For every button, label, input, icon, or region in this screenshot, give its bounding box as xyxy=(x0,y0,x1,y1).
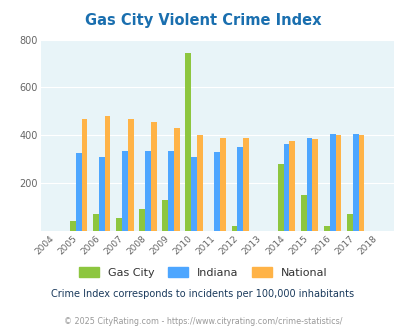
Bar xyxy=(335,135,341,231)
Bar xyxy=(358,135,363,231)
Text: Gas City Violent Crime Index: Gas City Violent Crime Index xyxy=(85,13,320,28)
Bar xyxy=(99,157,104,231)
Bar xyxy=(237,147,243,231)
Bar xyxy=(116,218,121,231)
Bar xyxy=(128,118,133,231)
Bar xyxy=(289,141,294,231)
Bar xyxy=(323,226,329,231)
Bar xyxy=(352,134,358,231)
Bar xyxy=(191,157,196,231)
Bar xyxy=(277,164,283,231)
Bar xyxy=(122,151,128,231)
Bar xyxy=(139,210,145,231)
Bar xyxy=(145,151,151,231)
Bar xyxy=(243,138,248,231)
Bar xyxy=(312,139,318,231)
Bar xyxy=(104,116,110,231)
Bar xyxy=(283,144,289,231)
Bar xyxy=(93,214,99,231)
Bar xyxy=(70,221,76,231)
Bar xyxy=(173,128,179,231)
Text: © 2025 CityRating.com - https://www.cityrating.com/crime-statistics/: © 2025 CityRating.com - https://www.city… xyxy=(64,317,341,326)
Bar xyxy=(220,138,225,231)
Bar xyxy=(300,195,306,231)
Bar xyxy=(185,53,191,231)
Bar xyxy=(196,135,202,231)
Bar xyxy=(306,138,312,231)
Bar xyxy=(231,226,237,231)
Bar xyxy=(214,152,220,231)
Bar xyxy=(168,151,173,231)
Bar xyxy=(151,122,156,231)
Bar xyxy=(76,153,81,231)
Bar xyxy=(81,118,87,231)
Legend: Gas City, Indiana, National: Gas City, Indiana, National xyxy=(75,263,330,282)
Bar xyxy=(162,200,168,231)
Text: Crime Index corresponds to incidents per 100,000 inhabitants: Crime Index corresponds to incidents per… xyxy=(51,289,354,299)
Bar xyxy=(346,214,352,231)
Bar xyxy=(329,134,335,231)
